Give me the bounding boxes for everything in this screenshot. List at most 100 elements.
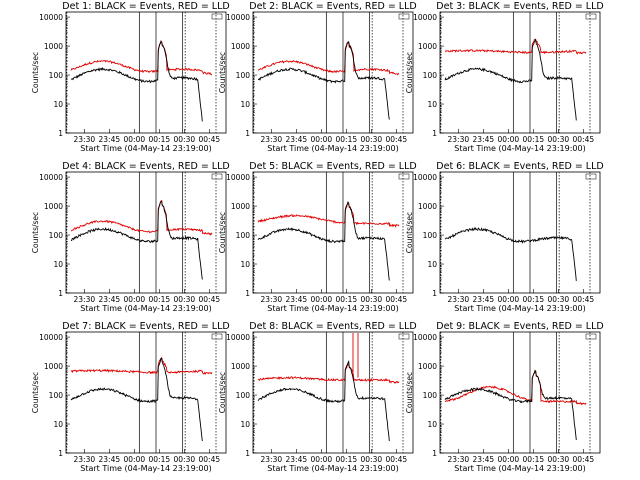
x-tick-label: 00:30	[548, 455, 570, 464]
x-tick-label: 00:00	[311, 135, 333, 144]
legend-box	[398, 333, 410, 340]
series-events-line	[257, 40, 390, 120]
y-tick-label: 1000	[418, 42, 437, 51]
y-tick-label: 10000	[413, 13, 437, 22]
plot-frame	[439, 171, 601, 294]
chart-title: Det 2: BLACK = Events, RED = LLD	[249, 1, 416, 12]
chart-title: Det 9: BLACK = Events, RED = LLD	[436, 321, 603, 332]
plot-frame	[65, 11, 227, 134]
x-tick-label: 00:00	[124, 455, 146, 464]
x-tick-label: 00:30	[174, 455, 196, 464]
y-tick-label: 10000	[39, 333, 63, 342]
plot-frame	[252, 11, 414, 134]
plot-frame	[65, 331, 227, 454]
x-tick-label: 00:00	[498, 295, 520, 304]
chart-panel-1: Det 1: BLACK = Events, RED = LLD10000100…	[31, 1, 230, 153]
y-tick-label: 10000	[226, 173, 250, 182]
chart-panel-3: Det 3: BLACK = Events, RED = LLD10000100…	[405, 1, 604, 153]
y-tick-label: 1	[245, 449, 250, 458]
y-axis-label: Counts/sec	[405, 52, 414, 93]
y-tick-label: 10000	[226, 333, 250, 342]
y-axis-label: Counts/sec	[31, 52, 40, 93]
y-tick-label: 1000	[44, 202, 63, 211]
plot-frame	[439, 11, 601, 134]
series-lld-line	[70, 356, 213, 375]
x-axis-label: Start Time (04-May-14 23:19:00)	[267, 304, 398, 313]
y-tick-label: 1000	[231, 362, 250, 371]
y-tick-label: 1	[245, 289, 250, 298]
y-tick-label: 10	[240, 100, 250, 109]
x-tick-label: 23:45	[473, 135, 495, 144]
x-tick-label: 00:45	[386, 455, 408, 464]
x-axis-label: Start Time (04-May-14 23:19:00)	[267, 464, 398, 473]
x-tick-label: 23:45	[99, 455, 121, 464]
x-tick-label: 00:15	[336, 295, 358, 304]
legend-box	[211, 173, 223, 180]
x-tick-label: 23:30	[448, 295, 470, 304]
series-events-line	[257, 201, 390, 281]
y-tick-label: 10000	[413, 173, 437, 182]
y-tick-label: 10	[53, 420, 63, 429]
series-events-line	[444, 369, 577, 441]
x-tick-label: 00:00	[498, 135, 520, 144]
plot-frame	[252, 331, 414, 454]
chart-title: Det 1: BLACK = Events, RED = LLD	[62, 1, 229, 12]
chart-panel-9: Det 9: BLACK = Events, RED = LLD10000100…	[405, 321, 604, 473]
y-tick-label: 10	[53, 260, 63, 269]
legend-box	[585, 13, 597, 20]
y-axis-label: Counts/sec	[405, 372, 414, 413]
legend-box	[585, 173, 597, 180]
y-tick-label: 1	[432, 449, 437, 458]
series-events-line	[444, 39, 577, 121]
chart-panel-4: Det 4: BLACK = Events, RED = LLD10000100…	[31, 161, 230, 313]
chart-panel-2: Det 2: BLACK = Events, RED = LLD10000100…	[218, 1, 417, 153]
series-lld-line	[257, 41, 400, 76]
x-tick-label: 00:45	[386, 295, 408, 304]
x-tick-label: 00:30	[174, 135, 196, 144]
y-axis-label: Counts/sec	[31, 212, 40, 253]
x-tick-label: 00:30	[361, 455, 383, 464]
legend-box	[211, 13, 223, 20]
plot-frame	[252, 171, 414, 294]
y-tick-label: 10000	[226, 13, 250, 22]
x-tick-label: 00:30	[548, 135, 570, 144]
chart-panel-8: Det 8: BLACK = Events, RED = LLD10000100…	[218, 321, 417, 473]
x-tick-label: 23:30	[448, 455, 470, 464]
x-tick-label: 00:45	[386, 135, 408, 144]
series-lld-line	[257, 363, 400, 384]
y-tick-label: 10	[53, 100, 63, 109]
y-tick-label: 1000	[44, 362, 63, 371]
y-tick-label: 1000	[231, 42, 250, 51]
y-axis-label: Counts/sec	[31, 372, 40, 413]
plot-frame	[439, 331, 601, 454]
y-axis-label: Counts/sec	[218, 372, 227, 413]
legend-box	[398, 13, 410, 20]
legend-box	[585, 333, 597, 340]
chart-title: Det 4: BLACK = Events, RED = LLD	[62, 161, 229, 172]
x-tick-label: 23:45	[99, 135, 121, 144]
y-tick-label: 1	[245, 129, 250, 138]
x-tick-label: 00:45	[199, 295, 221, 304]
x-tick-label: 23:45	[286, 295, 308, 304]
y-tick-label: 1000	[418, 362, 437, 371]
chart-title: Det 3: BLACK = Events, RED = LLD	[436, 1, 603, 12]
y-tick-label: 1000	[44, 42, 63, 51]
y-tick-label: 1000	[418, 202, 437, 211]
series-lld-line	[70, 39, 213, 76]
y-tick-label: 10	[427, 420, 437, 429]
y-tick-label: 10	[427, 100, 437, 109]
y-tick-label: 100	[236, 71, 251, 80]
y-tick-label: 10000	[39, 173, 63, 182]
chart-title: Det 7: BLACK = Events, RED = LLD	[62, 321, 229, 332]
y-tick-label: 1	[58, 449, 63, 458]
x-tick-label: 00:45	[573, 455, 595, 464]
x-tick-label: 00:30	[361, 295, 383, 304]
plot-frame	[65, 171, 227, 294]
x-tick-label: 00:00	[311, 295, 333, 304]
legend-box	[398, 173, 410, 180]
x-axis-label: Start Time (04-May-14 23:19:00)	[454, 464, 585, 473]
y-tick-label: 1	[58, 129, 63, 138]
x-tick-label: 00:15	[523, 135, 545, 144]
x-axis-label: Start Time (04-May-14 23:19:00)	[80, 304, 211, 313]
